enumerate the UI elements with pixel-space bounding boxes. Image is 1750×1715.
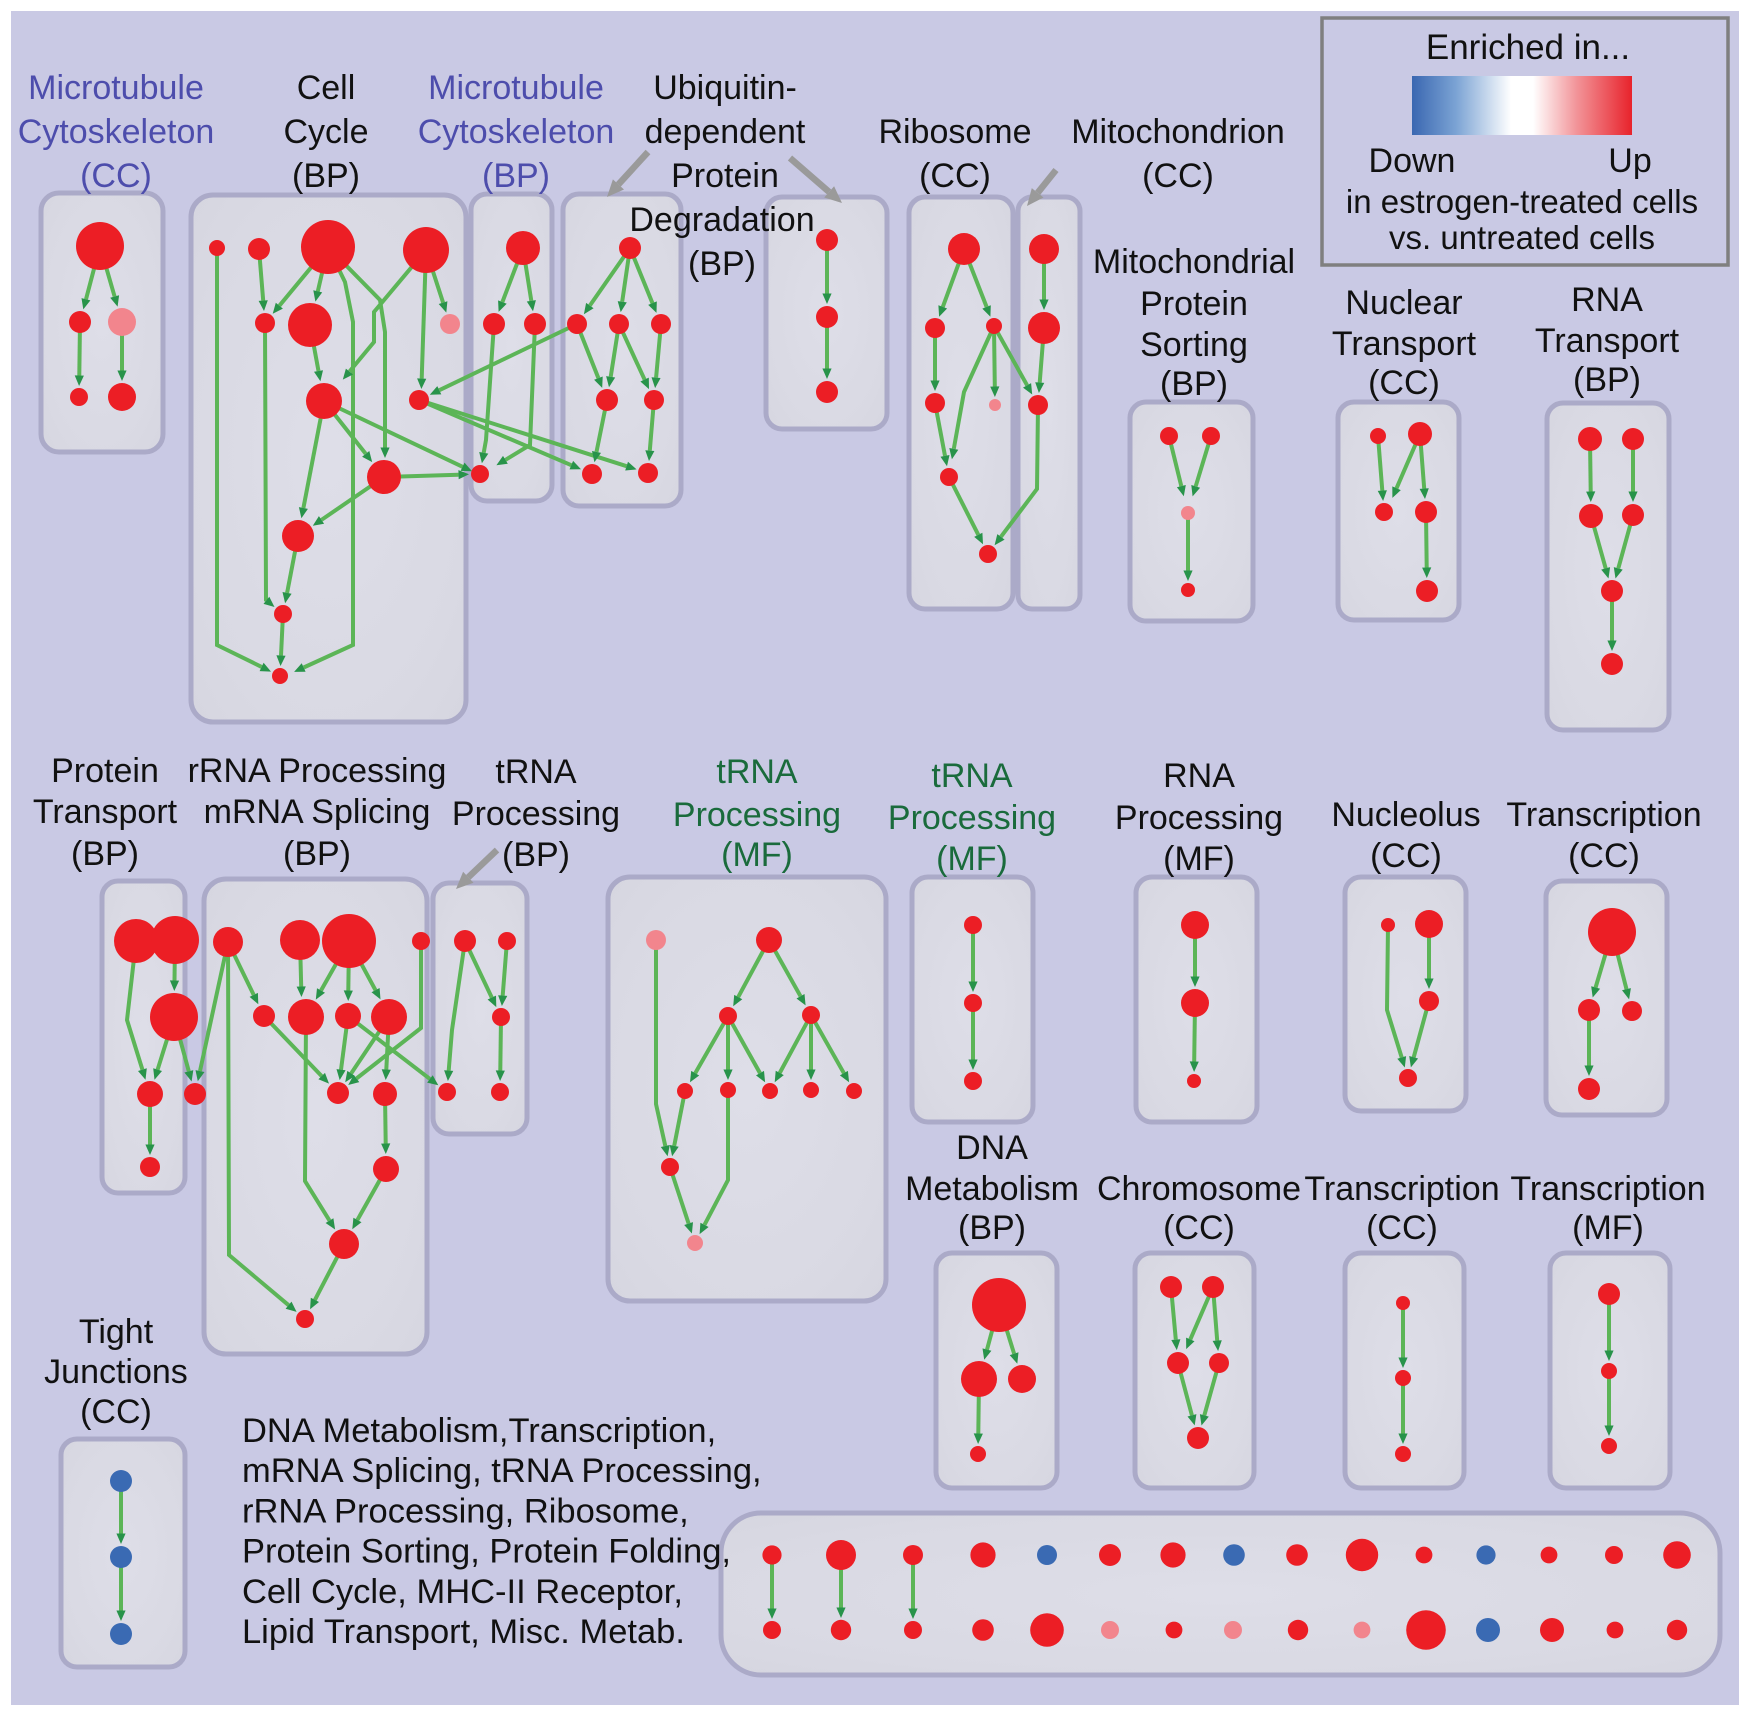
svg-text:Transport: Transport	[33, 793, 178, 831]
svg-text:(CC): (CC)	[1142, 157, 1214, 195]
svg-text:(BP): (BP)	[958, 1209, 1026, 1247]
svg-text:Transcription: Transcription	[1506, 796, 1701, 834]
svg-text:in estrogen-treated cells: in estrogen-treated cells	[1346, 183, 1698, 220]
svg-text:RNA: RNA	[1163, 757, 1235, 795]
svg-text:Chromosome: Chromosome	[1097, 1170, 1301, 1208]
svg-text:Junctions: Junctions	[44, 1353, 188, 1391]
svg-text:RNA: RNA	[1571, 281, 1643, 319]
svg-text:Processing: Processing	[1115, 799, 1283, 837]
svg-text:Transport: Transport	[1332, 325, 1477, 363]
svg-text:Cytoskeleton: Cytoskeleton	[418, 113, 615, 151]
svg-text:Cycle: Cycle	[283, 113, 368, 151]
svg-text:(CC): (CC)	[80, 1393, 152, 1431]
svg-text:Lipid Transport, Misc. Metab.: Lipid Transport, Misc. Metab.	[242, 1613, 685, 1651]
svg-text:Ubiquitin-: Ubiquitin-	[653, 69, 797, 107]
svg-text:Mitochondrion: Mitochondrion	[1071, 113, 1285, 151]
svg-text:rRNA Processing, Ribosome,: rRNA Processing, Ribosome,	[242, 1492, 689, 1530]
svg-text:Microtubule: Microtubule	[428, 69, 604, 107]
svg-text:(BP): (BP)	[1573, 361, 1641, 399]
svg-text:Nucleolus: Nucleolus	[1331, 796, 1480, 834]
svg-text:Ribosome: Ribosome	[878, 113, 1031, 151]
svg-text:Transcription: Transcription	[1510, 1170, 1705, 1208]
svg-text:rRNA Processing: rRNA Processing	[188, 752, 447, 790]
svg-text:(MF): (MF)	[721, 836, 793, 874]
svg-text:(BP): (BP)	[688, 245, 756, 283]
svg-text:Protein: Protein	[51, 752, 159, 790]
svg-text:tRNA: tRNA	[931, 757, 1013, 795]
svg-text:Protein Sorting, Protein Foldi: Protein Sorting, Protein Folding,	[242, 1533, 731, 1571]
svg-text:(BP): (BP)	[482, 157, 550, 195]
svg-text:(CC): (CC)	[1368, 364, 1440, 402]
svg-text:Sorting: Sorting	[1140, 326, 1248, 364]
svg-text:Transcription: Transcription	[1304, 1170, 1499, 1208]
svg-text:(BP): (BP)	[283, 835, 351, 873]
svg-text:Protein: Protein	[671, 157, 779, 195]
svg-text:(MF): (MF)	[1163, 840, 1235, 878]
svg-text:Metabolism: Metabolism	[905, 1170, 1079, 1208]
svg-text:Protein: Protein	[1140, 285, 1248, 323]
svg-text:dependent: dependent	[645, 113, 806, 151]
svg-text:Up: Up	[1608, 142, 1651, 180]
svg-text:(MF): (MF)	[1572, 1209, 1644, 1247]
svg-text:DNA: DNA	[956, 1129, 1028, 1167]
svg-text:DNA Metabolism,Transcription,: DNA Metabolism,Transcription,	[242, 1412, 716, 1450]
svg-text:(BP): (BP)	[502, 836, 570, 874]
svg-text:Processing: Processing	[673, 796, 841, 834]
svg-text:(CC): (CC)	[1370, 837, 1442, 875]
svg-text:(MF): (MF)	[936, 840, 1008, 878]
svg-text:mRNA Splicing, tRNA Processing: mRNA Splicing, tRNA Processing,	[242, 1452, 762, 1490]
svg-text:vs. untreated cells: vs. untreated cells	[1389, 219, 1655, 256]
svg-text:Enriched in...: Enriched in...	[1426, 28, 1630, 67]
svg-text:Microtubule: Microtubule	[28, 69, 204, 107]
svg-text:Transport: Transport	[1535, 322, 1680, 360]
svg-text:(CC): (CC)	[919, 157, 991, 195]
svg-text:(CC): (CC)	[80, 157, 152, 195]
svg-text:Degradation: Degradation	[629, 201, 814, 239]
svg-text:(BP): (BP)	[292, 157, 360, 195]
svg-text:(BP): (BP)	[71, 835, 139, 873]
svg-text:(CC): (CC)	[1163, 1209, 1235, 1247]
svg-text:Nuclear: Nuclear	[1345, 284, 1462, 322]
svg-text:tRNA: tRNA	[495, 753, 577, 791]
svg-text:(CC): (CC)	[1568, 837, 1640, 875]
svg-text:Down: Down	[1369, 142, 1456, 180]
svg-text:Processing: Processing	[888, 799, 1056, 837]
svg-text:Mitochondrial: Mitochondrial	[1093, 243, 1295, 281]
svg-text:(BP): (BP)	[1160, 365, 1228, 403]
svg-text:(CC): (CC)	[1366, 1209, 1438, 1247]
svg-text:Cell: Cell	[297, 69, 356, 107]
svg-text:tRNA: tRNA	[716, 753, 798, 791]
svg-text:Cell Cycle, MHC-II Receptor,: Cell Cycle, MHC-II Receptor,	[242, 1573, 683, 1611]
svg-text:Processing: Processing	[452, 795, 620, 833]
svg-text:Cytoskeleton: Cytoskeleton	[18, 113, 215, 151]
svg-text:mRNA Splicing: mRNA Splicing	[204, 793, 431, 831]
svg-text:Tight: Tight	[79, 1313, 154, 1351]
